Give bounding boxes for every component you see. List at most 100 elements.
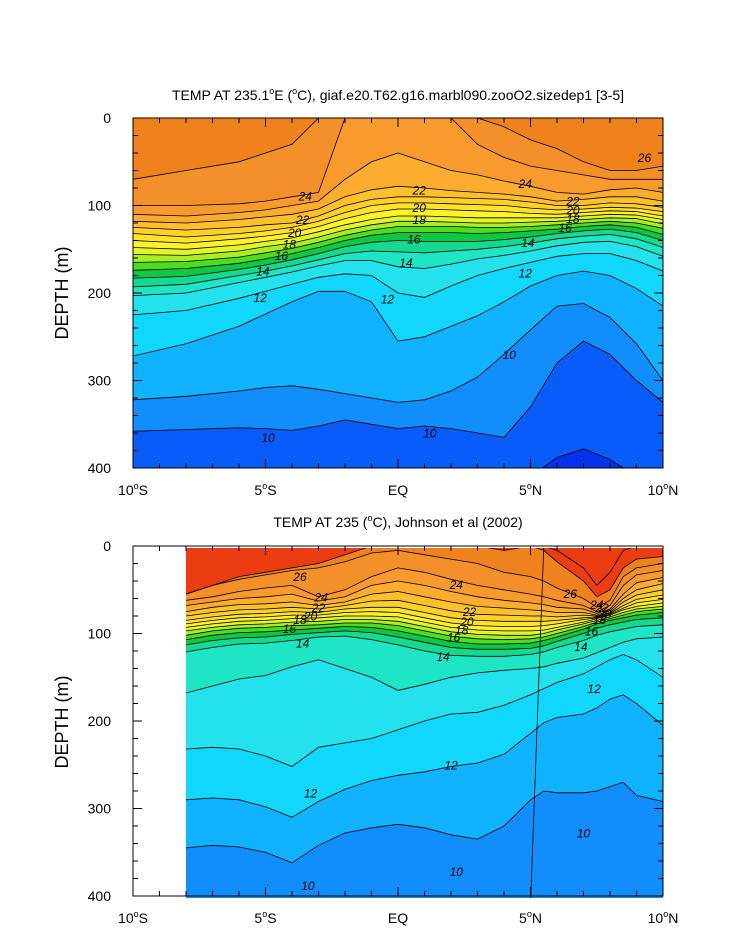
isotherm-19 — [186, 602, 663, 632]
panel-top-title: TEMP AT 235.1oE (oC), giaf.e20.T62.g16.m… — [172, 86, 624, 103]
contour-label: 26 — [637, 151, 652, 165]
isotherm-19 — [133, 213, 663, 250]
contour-label-text: 16 — [283, 622, 297, 636]
contour-label: 16 — [407, 232, 421, 246]
contour-label-text: 16 — [407, 232, 421, 246]
isotherm-13 — [186, 636, 663, 694]
contour-label-text: 14 — [256, 265, 270, 279]
contour-label: 12 — [444, 758, 458, 772]
contour-label-text: 10 — [503, 348, 517, 362]
band-below-9 — [186, 902, 663, 905]
y-tick-label: 400 — [88, 460, 112, 476]
contour-label: 18 — [566, 212, 580, 226]
contour-label: 16 — [585, 624, 599, 638]
contour-label: 10 — [261, 431, 275, 445]
contour-label: 16 — [447, 631, 461, 645]
contour-label-text: 10 — [577, 827, 591, 841]
isotherm-24 — [133, 152, 663, 217]
contour-label-text: 20 — [565, 203, 580, 217]
contour-label: 24 — [589, 598, 604, 612]
contour-label: 24 — [518, 177, 533, 191]
contour-label: 26 — [292, 570, 307, 584]
isotherm-22 — [186, 589, 663, 618]
isotherm-12 — [133, 253, 663, 316]
isotherm-21 — [186, 594, 663, 622]
contour-label: 22 — [412, 183, 427, 197]
isotherm-25 — [186, 567, 663, 613]
panel-bottom: TEMP AT 235 (oC), Johnson et al (2002) 2… — [52, 513, 678, 926]
x-tick-label: 5oS — [254, 481, 276, 498]
contour-label: 18 — [413, 213, 427, 227]
isotherm-20 — [133, 208, 663, 244]
contour-label: 12 — [381, 293, 395, 307]
contour-label: 20 — [565, 203, 580, 217]
contour-label: 22 — [462, 605, 477, 619]
contour-label: 12 — [304, 786, 318, 800]
contour-label-text: 10 — [423, 427, 437, 441]
isotherm-9 — [133, 340, 663, 438]
panel-top: TEMP AT 235.1oE (oC), giaf.e20.T62.g16.m… — [52, 86, 678, 498]
panel-top-axes: 10oS 5oS EQ 5oN 10oN 0 100 200 300 400 — [88, 110, 679, 498]
isotherm-23 — [133, 185, 663, 224]
x-tick-label: EQ — [388, 482, 408, 498]
isotherm-11 — [186, 694, 663, 818]
contour-label-text: 18 — [413, 213, 427, 227]
contour-label-text: 26 — [637, 151, 652, 165]
contour-label-text: 22 — [594, 601, 609, 615]
isotherm-22 — [133, 196, 663, 231]
y-tick-label: 300 — [88, 373, 112, 389]
x-tick-label: 10oN — [648, 909, 679, 926]
contour-label-text: 22 — [565, 195, 580, 209]
isotherm-24 — [186, 577, 663, 614]
contour-label-text: 20 — [303, 610, 318, 624]
contour-label: 22 — [594, 601, 609, 615]
contour-label-text: 14 — [574, 640, 588, 654]
x-tick-label: EQ — [388, 910, 408, 926]
contour-label: 20 — [412, 201, 427, 215]
isotherm-20 — [186, 599, 663, 627]
isotherm-14 — [133, 233, 663, 288]
contour-label-text: 12 — [519, 266, 533, 280]
contour-label-text: 14 — [521, 236, 535, 250]
isotherm-16 — [133, 224, 663, 271]
isotherm-18 — [186, 606, 663, 636]
contour-label: 22 — [565, 195, 580, 209]
panel-top-isotherms — [133, 118, 663, 468]
contour-label-text: 16 — [447, 631, 461, 645]
contour-label-text: 10 — [261, 431, 275, 445]
y-tick-label: 100 — [88, 626, 112, 642]
contour-label: 20 — [459, 615, 474, 629]
contour-label: 14 — [399, 256, 413, 270]
panel-bottom-fills — [186, 548, 663, 905]
y-tick-label: 0 — [103, 110, 111, 126]
contour-label: 16 — [558, 221, 572, 235]
contour-label: 22 — [295, 213, 310, 227]
contour-label: 18 — [593, 613, 607, 627]
band-below-8 — [542, 448, 624, 468]
panel-top-ylabel: DEPTH (m) — [52, 247, 72, 340]
contour-label-text: 18 — [593, 613, 607, 627]
contour-label: 24 — [313, 590, 328, 604]
x-tick-label: 10oS — [118, 909, 148, 926]
y-tick-label: 100 — [88, 198, 112, 214]
panel-bottom-title: TEMP AT 235 (oC), Johnson et al (2002) — [273, 513, 522, 530]
x-tick-label: 5oN — [519, 481, 542, 498]
contour-label-text: 18 — [455, 624, 469, 638]
y-tick-label: 300 — [88, 801, 112, 817]
contour-label: 14 — [436, 650, 450, 664]
isotherm-12 — [186, 654, 663, 767]
isotherm-16 — [186, 612, 663, 645]
contour-label-text: 22 — [462, 605, 477, 619]
contour-label: 12 — [254, 291, 268, 305]
contour-label-text: 18 — [293, 613, 307, 627]
band-below-10 — [186, 782, 663, 898]
isotherm-18 — [133, 217, 663, 256]
contour-label-text: 10 — [301, 879, 315, 893]
contour-label-text: 12 — [444, 758, 458, 772]
y-tick-label: 200 — [88, 285, 112, 301]
contour-label-text: 16 — [585, 624, 599, 638]
isotherm-10 — [186, 781, 663, 864]
x-tick-label: 10oS — [118, 481, 148, 498]
